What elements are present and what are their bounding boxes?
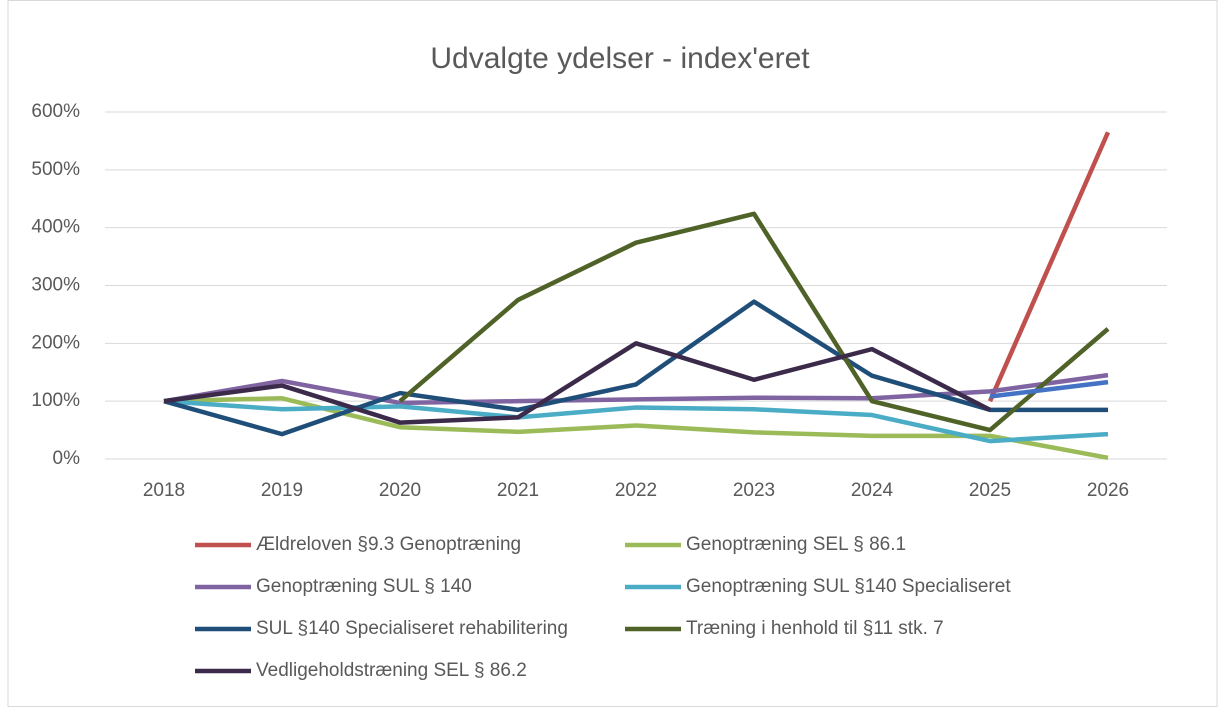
series-line	[987, 131, 1111, 403]
legend-label: Ældreloven §9.3 Genoptræning	[256, 534, 521, 555]
chart-title: Udvalgte ydelser - index'eret	[430, 42, 810, 75]
y-tick-label: 0%	[53, 448, 81, 469]
legend-label: Træning i henhold til §11 stk. 7	[686, 618, 944, 639]
y-tick-label: 600%	[31, 101, 80, 122]
x-tick-label: 2023	[733, 480, 775, 501]
y-tick-label: 400%	[31, 217, 80, 238]
x-tick-label: 2026	[1087, 480, 1129, 501]
y-tick-label: 200%	[31, 332, 80, 353]
series-line	[163, 341, 992, 425]
y-tick-label: 500%	[31, 159, 80, 180]
x-tick-label: 2025	[969, 480, 1011, 501]
legend-label: SUL §140 Specialiseret rehabilitering	[256, 618, 568, 639]
y-tick-label: 300%	[31, 275, 80, 296]
legend-label: Genoptræning SEL § 86.1	[686, 534, 906, 555]
chart-frame	[7, 0, 1218, 707]
series-line	[989, 379, 1109, 399]
x-tick-label: 2024	[851, 480, 894, 501]
legend-label: Genoptræning SUL §140 Specialiseret	[686, 576, 1011, 597]
x-tick-label: 2020	[379, 480, 421, 501]
x-tick-label: 2019	[261, 480, 303, 501]
x-tick-label: 2021	[497, 480, 539, 501]
series-line	[163, 372, 1109, 406]
legend-label: Vedligeholdstræning SEL § 86.2	[256, 660, 527, 681]
series-line	[163, 299, 1108, 437]
series-line	[163, 398, 1109, 444]
x-tick-label: 2018	[143, 480, 185, 501]
legend-label: Genoptræning SUL § 140	[256, 576, 472, 597]
series-line	[398, 211, 1110, 433]
x-tick-label: 2022	[615, 480, 657, 501]
y-tick-label: 100%	[31, 390, 80, 411]
